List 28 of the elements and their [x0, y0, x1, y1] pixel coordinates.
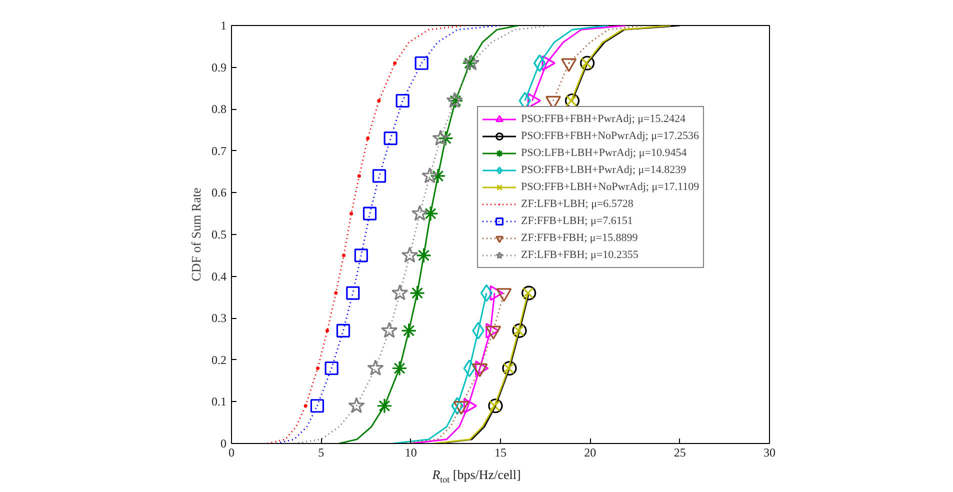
x-tick-label: 15 [494, 446, 506, 460]
legend-label: PSO:FFB+FBH+NoPwrAdj; μ=17.2536 [521, 129, 699, 144]
legend-label: ZF:LFB+FBH; μ=10.2355 [521, 248, 638, 263]
y-axis-title: CDF of Sum Rate [188, 188, 204, 282]
x-tick-label: 10 [404, 446, 417, 460]
legend-label: ZF:LFB+LBH; μ=6.5728 [521, 197, 634, 212]
y-tick-label: 0.9 [212, 60, 226, 74]
legend-label: PSO:LFB+LBH+PwrAdj; μ=10.9454 [521, 146, 687, 161]
legend-label: ZF:FFB+LBH; μ=7.6151 [521, 214, 633, 229]
y-tick-label: 0.5 [212, 228, 226, 242]
y-tick-label: 0 [220, 436, 226, 450]
legend-label: PSO:FFB+LBH+NoPwrAdj; μ=17.1109 [521, 180, 700, 195]
legend-label: PSO:FFB+FBH+PwrAdj; μ=15.2424 [521, 112, 686, 127]
y-tick-label: 0.1 [212, 394, 226, 409]
y-tick-label: 0.3 [212, 311, 226, 326]
y-tick-label: 0.4 [212, 269, 226, 284]
y-tick-label: 1 [220, 18, 226, 32]
legend-label: ZF:FFB+FBH; μ=15.8899 [521, 231, 638, 246]
x-tick-label: 30 [764, 446, 776, 460]
legend-label: PSO:FFB+LBH+PwrAdj; μ=14.8239 [521, 163, 686, 178]
x-tick-label: 20 [584, 446, 596, 460]
y-tick-label: 0.6 [212, 186, 226, 200]
y-tick-label: 0.2 [212, 352, 226, 367]
y-tick-label: 0.8 [212, 102, 226, 116]
y-tick-label: 0.7 [212, 144, 226, 158]
x-tick-label: 25 [674, 446, 686, 460]
x-tick-label: 5 [318, 446, 324, 460]
x-axis-title: R$_{tot}$ [bps/Hz/cell] [431, 466, 522, 486]
